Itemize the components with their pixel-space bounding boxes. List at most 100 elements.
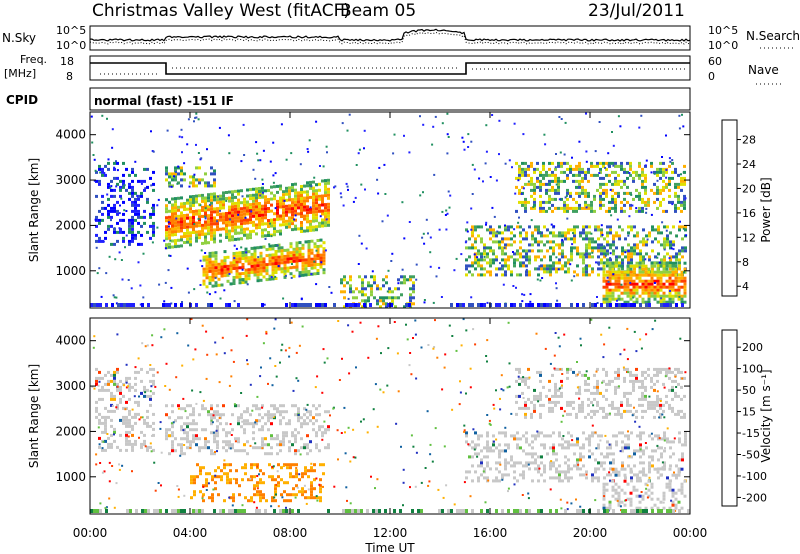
heatmap-cell [611,406,614,410]
heatmap-cell [647,270,651,274]
heatmap-cell [345,303,348,307]
heatmap-cell [321,434,324,438]
heatmap-cell [171,197,174,201]
heatmap-cell [597,261,600,265]
heatmap-cell [677,467,681,471]
heatmap-cell [234,216,237,220]
heatmap-cell [644,173,647,177]
heatmap-cell [289,260,293,264]
heatmap-cell [378,166,381,169]
heatmap-cell [533,191,536,195]
heatmap-cell [683,394,686,398]
heatmap-cell [280,270,284,274]
heatmap-cell [286,254,290,258]
heatmap-cell [474,246,477,250]
heatmap-cell [229,282,233,286]
heatmap-cell [312,189,315,193]
heatmap-cell [274,277,278,280]
heatmap-cell [258,211,261,214]
heatmap-cell [455,257,458,260]
heatmap-cell [111,128,114,131]
heatmap-cell [246,410,249,414]
heatmap-cell [465,431,468,435]
heatmap-cell [125,448,128,452]
heatmap-cell [174,242,177,246]
heatmap-cell [256,152,259,155]
heatmap-cell [510,273,513,277]
heatmap-cell [223,265,227,269]
heatmap-cell [294,440,297,444]
heatmap-cell [560,197,563,201]
heatmap-cell [582,225,585,229]
heatmap-cell [261,416,264,420]
heatmap-cell [240,246,243,249]
heatmap-cell [189,443,192,447]
heatmap-cell [663,258,666,262]
heatmap-cell [220,283,224,287]
heatmap-cell [298,275,301,278]
heatmap-cell [594,228,597,232]
heatmap-cell [656,185,659,189]
heatmap-cell [453,269,456,272]
heatmap-cell [629,161,632,165]
heatmap-cell [211,496,214,500]
heatmap-cell [177,196,180,200]
heatmap-cell [225,221,228,224]
heatmap-cell [300,200,303,203]
heatmap-cell [635,276,639,280]
heatmap-cell [515,367,518,371]
heatmap-cell [626,285,630,289]
heatmap-cell [603,261,606,265]
heatmap-cell [632,264,636,268]
heatmap-cell [605,415,608,419]
heatmap-cell [101,200,104,204]
heatmap-cell [659,300,663,304]
heatmap-cell [458,403,461,406]
heatmap-cell [288,446,291,450]
heatmap-cell [259,478,262,482]
heatmap-cell [599,170,602,174]
heatmap-cell [303,422,306,426]
heatmap-cell [168,233,171,237]
heatmap-cell [182,429,185,432]
heatmap-cell [128,230,131,234]
heatmap-cell [503,246,506,249]
heatmap-cell [261,228,264,232]
heatmap-cell [168,236,171,240]
heatmap-cell [283,257,287,261]
heatmap-cell [662,506,666,510]
heatmap-cell [532,206,535,208]
heatmap-cell [110,206,113,210]
heatmap-cell [231,205,234,209]
heatmap-cell [681,237,684,241]
heatmap-cell [537,431,540,435]
heatmap-cell [539,182,542,186]
heatmap-cell [291,210,294,214]
heatmap-cell [558,234,561,238]
heatmap-cell [116,221,119,225]
heatmap-cell [237,416,240,420]
heatmap-cell [409,299,412,303]
heatmap-cell [600,267,603,271]
heatmap-cell [663,464,666,468]
heatmap-cell [105,506,108,509]
heatmap-cell [629,403,632,407]
heatmap-cell [285,158,288,161]
heatmap-cell [617,503,621,507]
heatmap-cell [522,397,525,399]
heatmap-cell [492,449,495,453]
heatmap-cell [226,478,229,482]
heatmap-cell [617,491,621,495]
heatmap-cell [373,281,376,285]
heatmap-cell [316,272,320,275]
heatmap-cell [140,182,143,185]
heatmap-cell [558,198,561,201]
heatmap-cell [113,379,116,383]
heatmap-cell [621,249,624,253]
heatmap-cell [162,303,165,307]
heatmap-cell [376,299,379,303]
heatmap-cell [192,419,195,423]
heatmap-cell [552,231,555,235]
heatmap-cell [176,182,179,185]
heatmap-cell [118,251,121,254]
